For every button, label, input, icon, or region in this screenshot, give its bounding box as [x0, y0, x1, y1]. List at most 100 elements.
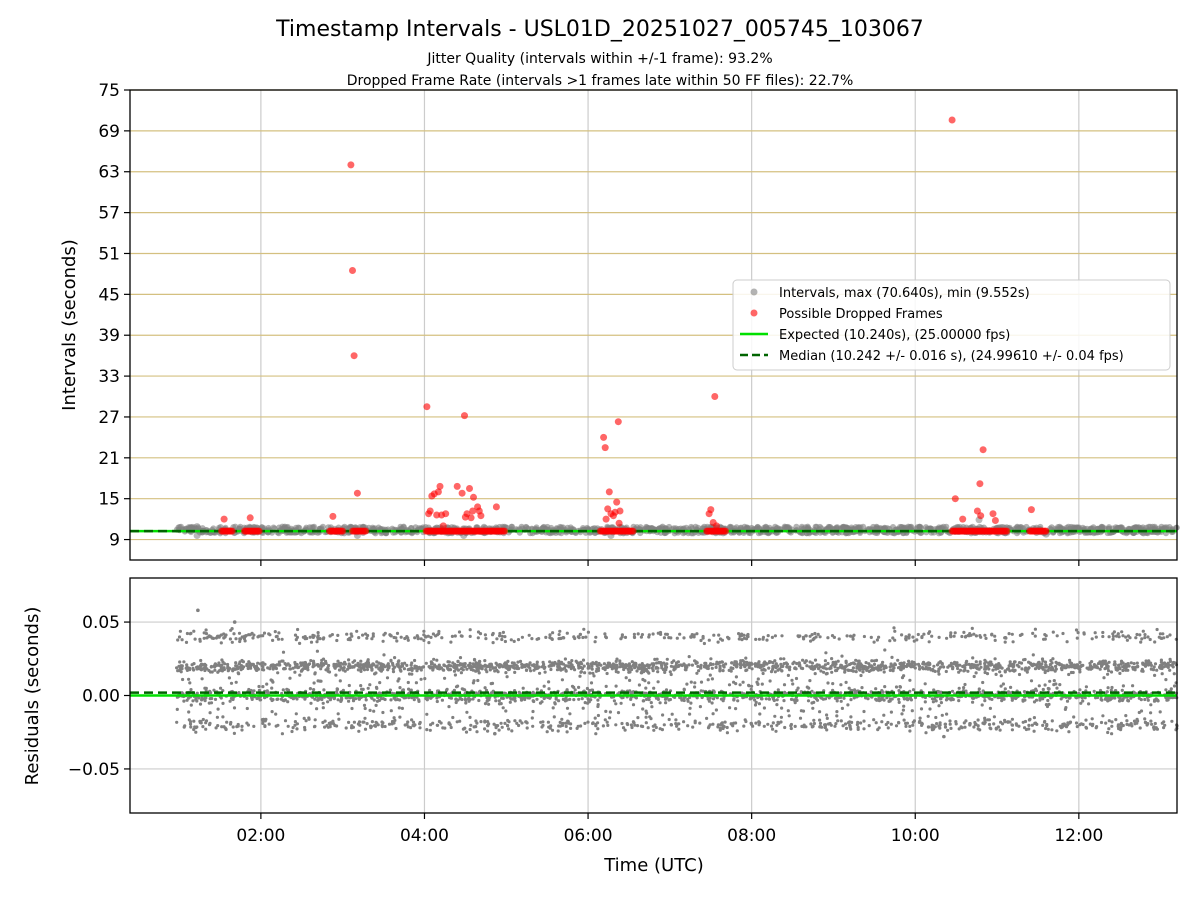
residual-point	[1078, 670, 1082, 674]
residual-point	[570, 659, 574, 663]
residual-point	[902, 718, 906, 722]
residual-point	[337, 717, 341, 721]
residual-point	[228, 699, 232, 703]
residual-point	[737, 637, 741, 641]
residual-point	[553, 701, 557, 705]
residual-point	[1025, 670, 1029, 674]
residual-point	[725, 731, 730, 735]
residual-point	[890, 655, 894, 660]
residual-point	[1078, 723, 1082, 727]
residual-point	[862, 727, 866, 731]
residual-point	[483, 702, 488, 706]
residual-point	[259, 634, 263, 638]
residual-point	[689, 701, 693, 705]
dropped-frame-point	[614, 418, 622, 426]
intervals-axes-frame	[129, 89, 1178, 561]
residual-point	[561, 662, 566, 666]
residual-point	[772, 698, 776, 703]
residual-point	[968, 722, 972, 726]
dropped-frame-point	[629, 527, 637, 535]
residual-point	[1133, 722, 1137, 726]
residual-point	[711, 697, 716, 701]
residual-point	[544, 635, 548, 640]
residual-point	[396, 679, 400, 683]
residual-point	[716, 725, 720, 729]
residual-point	[493, 666, 498, 670]
residual-point	[798, 716, 803, 720]
residual-point	[775, 698, 779, 702]
residual-point	[372, 709, 376, 713]
residual-point	[461, 727, 465, 731]
residual-point	[789, 726, 793, 731]
residual-point	[596, 713, 601, 718]
residual-point	[644, 686, 648, 690]
residual-point	[321, 706, 325, 710]
residual-point	[1141, 629, 1145, 633]
residual-point	[209, 665, 213, 669]
residual-point	[897, 700, 901, 705]
residual-point	[1052, 679, 1056, 683]
residual-point	[1000, 699, 1004, 703]
residual-point	[883, 648, 887, 652]
residual-point	[744, 656, 748, 660]
residual-point	[474, 725, 478, 729]
residual-point	[668, 670, 672, 674]
residual-point	[389, 698, 393, 702]
residual-point	[405, 663, 409, 668]
residual-point	[976, 663, 980, 667]
residual-point	[869, 635, 873, 640]
residual-point	[280, 637, 284, 641]
residual-point	[1128, 636, 1132, 640]
residual-point	[779, 715, 784, 719]
residual-point	[489, 682, 493, 686]
residual-point	[351, 660, 355, 664]
residual-point	[1017, 672, 1022, 677]
dropped-frame-point	[466, 485, 473, 492]
residual-point	[1010, 723, 1014, 727]
residual-point	[516, 660, 520, 664]
residual-point	[882, 713, 886, 717]
y-tick-label: 21	[98, 449, 120, 469]
residual-point	[406, 720, 410, 724]
residual-point	[635, 724, 640, 728]
residual-point	[974, 660, 978, 664]
dropped-frame-point	[362, 527, 370, 535]
residual-point	[293, 660, 297, 665]
residual-point	[495, 637, 499, 641]
residual-point	[848, 634, 853, 638]
residual-point	[276, 637, 281, 641]
residual-point	[303, 661, 308, 665]
residual-point	[910, 709, 914, 713]
residual-point	[689, 680, 693, 684]
residual-point	[1118, 671, 1122, 676]
residual-point	[279, 697, 283, 701]
residual-point	[602, 666, 607, 670]
residual-point	[818, 725, 822, 729]
residual-point	[336, 659, 340, 663]
residual-point	[378, 666, 382, 670]
residual-point	[515, 721, 519, 726]
residual-point	[270, 710, 274, 714]
y-tick-label: 69	[98, 122, 120, 142]
dropped-frame-point	[492, 503, 500, 511]
residual-point	[959, 725, 963, 729]
residual-point	[1092, 663, 1096, 667]
dropped-frame-point	[613, 498, 621, 506]
residual-point	[412, 698, 416, 702]
residual-point	[276, 697, 280, 701]
residual-point	[594, 722, 598, 727]
residual-point	[281, 650, 286, 654]
residual-point	[894, 685, 899, 689]
residual-point	[277, 660, 281, 664]
residual-point	[938, 723, 942, 727]
residual-point	[1172, 672, 1176, 676]
residual-point	[866, 697, 870, 701]
residual-point	[1065, 699, 1070, 703]
residual-point	[414, 681, 418, 685]
dropped-frame-point	[467, 514, 475, 522]
residual-point	[530, 663, 535, 667]
residual-point	[383, 724, 387, 729]
residual-point	[198, 702, 203, 706]
residual-point	[291, 666, 295, 670]
dropped-frame-point	[991, 517, 999, 524]
